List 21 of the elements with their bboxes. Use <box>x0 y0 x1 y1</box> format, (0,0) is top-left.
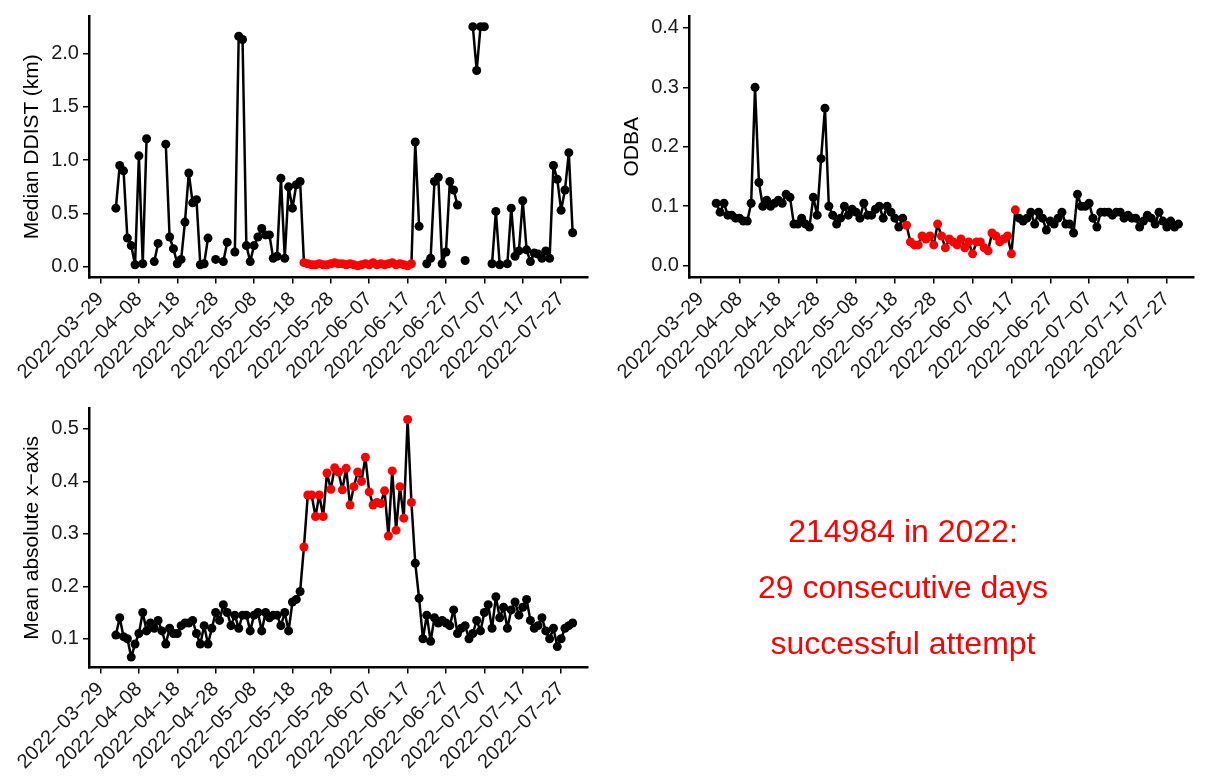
y-tick-label: 1.0 <box>51 147 79 170</box>
text: 214984 in 2022: <box>788 512 1018 551</box>
y-axis-title: Median DDIST (km) <box>19 54 43 240</box>
text: 29 consecutive days <box>758 568 1048 607</box>
y-tick-label: 0.5 <box>51 416 79 439</box>
y-tick-label: 0.4 <box>51 468 79 491</box>
y-tick-label: 0.4 <box>651 15 679 38</box>
y-tick-label: 1.5 <box>51 94 79 117</box>
y-tick-label: 2.0 <box>51 40 79 63</box>
text: successful attempt <box>770 624 1036 663</box>
y-tick-label: 0.5 <box>51 201 79 224</box>
y-tick-label: 0.0 <box>51 254 79 277</box>
y-tick-label: 0.1 <box>51 626 79 649</box>
y-tick-label: 0.0 <box>651 253 679 276</box>
y-tick-label: 0.3 <box>51 521 79 544</box>
y-tick-label: 0.3 <box>651 74 679 97</box>
y-axis-title: Mean absolute x−axis <box>19 435 43 640</box>
y-tick-label: 0.1 <box>651 193 679 216</box>
y-tick-label: 0.2 <box>651 134 679 157</box>
y-axis-title: ODBA <box>619 117 643 177</box>
y-tick-label: 0.2 <box>51 573 79 596</box>
